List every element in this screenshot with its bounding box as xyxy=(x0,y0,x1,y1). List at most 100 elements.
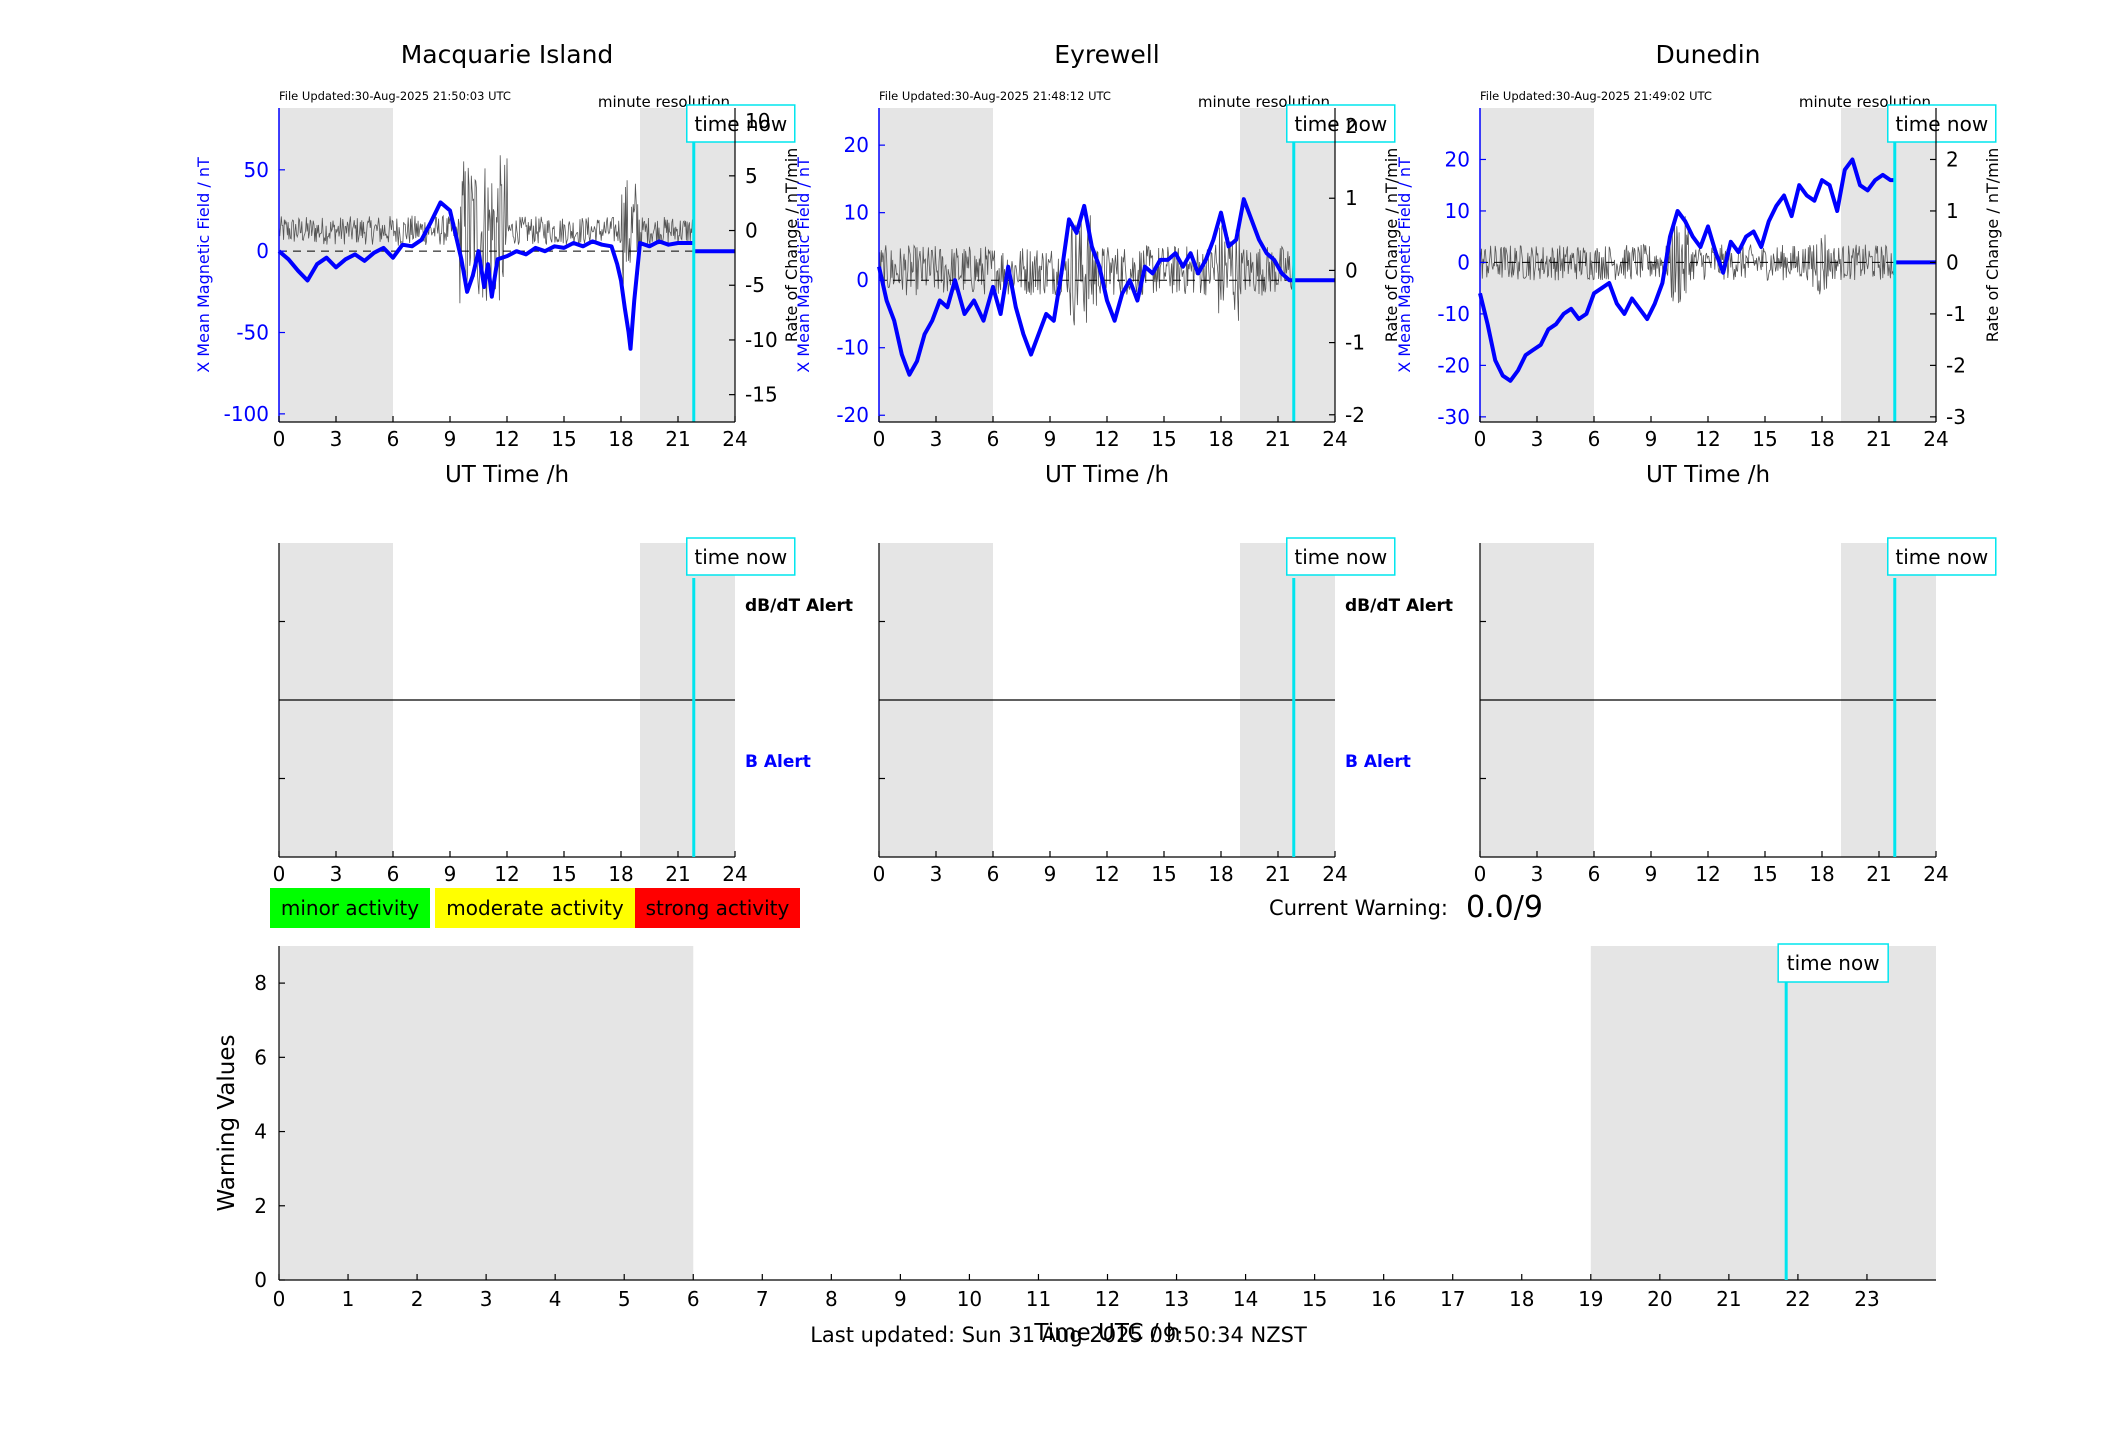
left-tick-label: -10 xyxy=(836,336,869,360)
y-tick-label: 2 xyxy=(254,1194,267,1218)
night-shading xyxy=(279,946,694,1280)
left-tick-label: 20 xyxy=(844,133,869,157)
left-tick-label: -20 xyxy=(1437,353,1470,377)
right-tick-label: 0 xyxy=(1946,250,1959,274)
x-tick-label: 0 xyxy=(1474,862,1487,886)
x-tick-label: 9 xyxy=(444,427,457,451)
x-tick-label: 3 xyxy=(930,427,943,451)
x-tick-label: 21 xyxy=(1265,862,1290,886)
x-tick-label: 3 xyxy=(1531,862,1544,886)
time-now-label: time now xyxy=(1294,112,1387,136)
panel-title: Macquarie Island xyxy=(401,40,614,69)
dbdt-alert-label: dB/dT Alert xyxy=(1345,596,1453,616)
x-tick-label: 21 xyxy=(665,862,690,886)
x-tick-label: 15 xyxy=(1151,427,1176,451)
time-now-box xyxy=(1887,537,1997,576)
x-tick-label: 6 xyxy=(987,862,1000,886)
alert-panel-2: time now 0 3 6 9 12 15 18 21 24 xyxy=(1474,537,1997,886)
x-tick-label: 9 xyxy=(1044,427,1057,451)
x-tick-label: 15 xyxy=(1752,862,1777,886)
left-axis-label: X Mean Magnetic Field / nT xyxy=(794,157,813,373)
left-tick-label: 20 xyxy=(1445,147,1470,171)
legend-swatch xyxy=(635,888,800,928)
left-axis-label: X Mean Magnetic Field / nT xyxy=(1395,157,1414,373)
x-tick-label: 0 xyxy=(273,427,286,451)
x-tick-label: 6 xyxy=(687,1287,700,1311)
left-tick-label: -30 xyxy=(1437,405,1470,429)
right-tick-label: 1 xyxy=(1345,186,1358,210)
field-series-line xyxy=(277,200,694,351)
x-tick-label: 20 xyxy=(1647,1287,1672,1311)
right-tick-label: 2 xyxy=(1946,147,1959,171)
x-tick-label: 11 xyxy=(1026,1287,1051,1311)
right-tick-label: -1 xyxy=(1946,302,1966,326)
station-panel-0: Macquarie Island File Updated:30-Aug-2025… xyxy=(194,40,801,488)
x-tick-label: 6 xyxy=(1588,427,1601,451)
x-tick-label: 18 xyxy=(608,427,633,451)
time-now-label: time now xyxy=(694,545,787,569)
x-tick-label: 22 xyxy=(1785,1287,1810,1311)
y-tick-label: 4 xyxy=(254,1120,267,1144)
x-tick-label: 15 xyxy=(551,427,576,451)
x-tick-label: 9 xyxy=(444,862,457,886)
x-tick-label: 0 xyxy=(273,1287,286,1311)
right-tick-label: 0 xyxy=(1345,258,1358,282)
left-tick-label: 0 xyxy=(256,239,269,263)
time-now-box xyxy=(686,537,796,576)
right-axis-label: Rate of Change / nT/min xyxy=(1983,148,2002,343)
x-tick-label: 9 xyxy=(1645,427,1658,451)
file-updated-text: File Updated:30-Aug-2025 21:49:02 UTC xyxy=(1480,89,1712,103)
legend-swatch xyxy=(435,888,635,928)
x-tick-label: 24 xyxy=(1923,427,1948,451)
x-axis-label: UT Time /h xyxy=(445,462,569,488)
x-tick-label: 14 xyxy=(1233,1287,1258,1311)
time-now-box xyxy=(1286,537,1396,576)
current-warning-value: 0.0/9 xyxy=(1466,890,1543,925)
x-tick-label: 24 xyxy=(1322,427,1347,451)
right-tick-label: 10 xyxy=(745,109,770,133)
x-tick-label: 3 xyxy=(330,862,343,886)
x-tick-label: 12 xyxy=(494,862,519,886)
night-shading xyxy=(640,108,735,422)
x-tick-label: 24 xyxy=(1923,862,1948,886)
x-axis-label: UT Time /h xyxy=(1045,462,1169,488)
time-now-box xyxy=(1887,104,1997,143)
file-updated-text: File Updated:30-Aug-2025 21:50:03 UTC xyxy=(279,89,511,103)
x-tick-label: 12 xyxy=(1095,1287,1120,1311)
x-tick-label: 0 xyxy=(1474,427,1487,451)
time-now-label: time now xyxy=(694,112,787,136)
x-tick-label: 21 xyxy=(665,427,690,451)
x-tick-label: 10 xyxy=(957,1287,982,1311)
x-tick-label: 12 xyxy=(494,427,519,451)
right-tick-label: -1 xyxy=(1345,331,1365,355)
left-tick-label: -50 xyxy=(236,321,269,345)
dbdt-alert-label: dB/dT Alert xyxy=(745,596,853,616)
legend-label: strong activity xyxy=(646,896,790,920)
time-now-box xyxy=(1286,104,1396,143)
time-now-label: time now xyxy=(1294,545,1387,569)
x-tick-label: 6 xyxy=(1588,862,1601,886)
time-now-label: time now xyxy=(1895,545,1988,569)
x-tick-label: 24 xyxy=(722,862,747,886)
file-updated-text: File Updated:30-Aug-2025 21:48:12 UTC xyxy=(879,89,1111,103)
x-tick-label: 7 xyxy=(756,1287,769,1311)
x-axis-label: UT Time /h xyxy=(1646,462,1770,488)
x-tick-label: 18 xyxy=(1809,427,1834,451)
x-tick-label: 15 xyxy=(1151,862,1176,886)
x-tick-label: 24 xyxy=(722,427,747,451)
x-tick-label: 16 xyxy=(1371,1287,1396,1311)
left-tick-label: 10 xyxy=(1445,199,1470,223)
x-tick-label: 3 xyxy=(480,1287,493,1311)
x-tick-label: 2 xyxy=(411,1287,424,1311)
x-tick-label: 21 xyxy=(1866,862,1891,886)
x-tick-label: 18 xyxy=(1509,1287,1534,1311)
right-tick-label: -10 xyxy=(745,328,778,352)
b-alert-label: B Alert xyxy=(1345,752,1411,772)
right-tick-label: 1 xyxy=(1946,199,1959,223)
rate-of-change-line xyxy=(878,215,1294,326)
x-tick-label: 24 xyxy=(1322,862,1347,886)
time-now-label: time now xyxy=(1895,112,1988,136)
x-tick-label: 3 xyxy=(930,862,943,886)
station-panel-1: Eyrewell File Updated:30-Aug-2025 21:48:1… xyxy=(794,40,1401,488)
x-tick-label: 6 xyxy=(387,862,400,886)
